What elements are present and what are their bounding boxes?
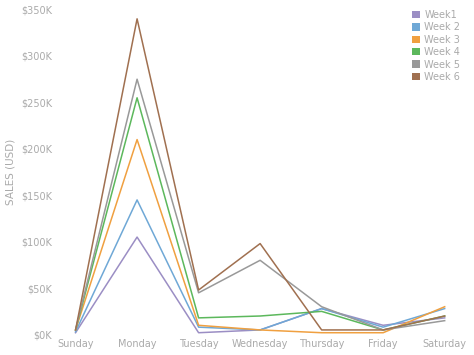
Week 4	[73, 328, 78, 332]
Line: Week 2: Week 2	[75, 200, 445, 332]
Week 3	[319, 331, 325, 335]
Week1	[134, 235, 140, 239]
Week 6	[134, 17, 140, 21]
Week1	[73, 331, 78, 335]
Week 3	[134, 137, 140, 142]
Week 2	[442, 306, 447, 311]
Week1	[257, 328, 263, 332]
Week 3	[380, 331, 386, 335]
Week 2	[134, 198, 140, 202]
Week1	[380, 323, 386, 327]
Week 3	[257, 328, 263, 332]
Line: Week1: Week1	[75, 237, 445, 333]
Week 6	[442, 314, 447, 318]
Week 5	[134, 77, 140, 81]
Week 6	[196, 288, 201, 292]
Week1	[442, 316, 447, 320]
Week 5	[442, 318, 447, 323]
Week 5	[257, 258, 263, 262]
Week 2	[196, 325, 201, 329]
Week 4	[196, 316, 201, 320]
Line: Week 6: Week 6	[75, 19, 445, 330]
Week 6	[319, 328, 325, 332]
Week 6	[380, 328, 386, 332]
Week 4	[257, 314, 263, 318]
Line: Week 4: Week 4	[75, 98, 445, 330]
Week 3	[442, 305, 447, 309]
Week 3	[73, 328, 78, 332]
Week 4	[442, 314, 447, 318]
Week 2	[380, 325, 386, 329]
Week 3	[196, 323, 201, 327]
Legend: Week1, Week 2, Week 3, Week 4, Week 5, Week 6: Week1, Week 2, Week 3, Week 4, Week 5, W…	[410, 8, 462, 84]
Week 5	[380, 328, 386, 332]
Week 4	[134, 95, 140, 100]
Y-axis label: SALES (USD): SALES (USD)	[6, 139, 16, 205]
Line: Week 3: Week 3	[75, 140, 445, 333]
Week 2	[319, 306, 325, 311]
Week 4	[319, 309, 325, 313]
Line: Week 5: Week 5	[75, 79, 445, 330]
Week 5	[196, 291, 201, 295]
Week 2	[257, 328, 263, 332]
Week 5	[319, 305, 325, 309]
Week 6	[73, 328, 78, 332]
Week1	[319, 306, 325, 311]
Week1	[196, 331, 201, 335]
Week 4	[380, 328, 386, 332]
Week 2	[73, 330, 78, 334]
Week 6	[257, 241, 263, 246]
Week 5	[73, 328, 78, 332]
